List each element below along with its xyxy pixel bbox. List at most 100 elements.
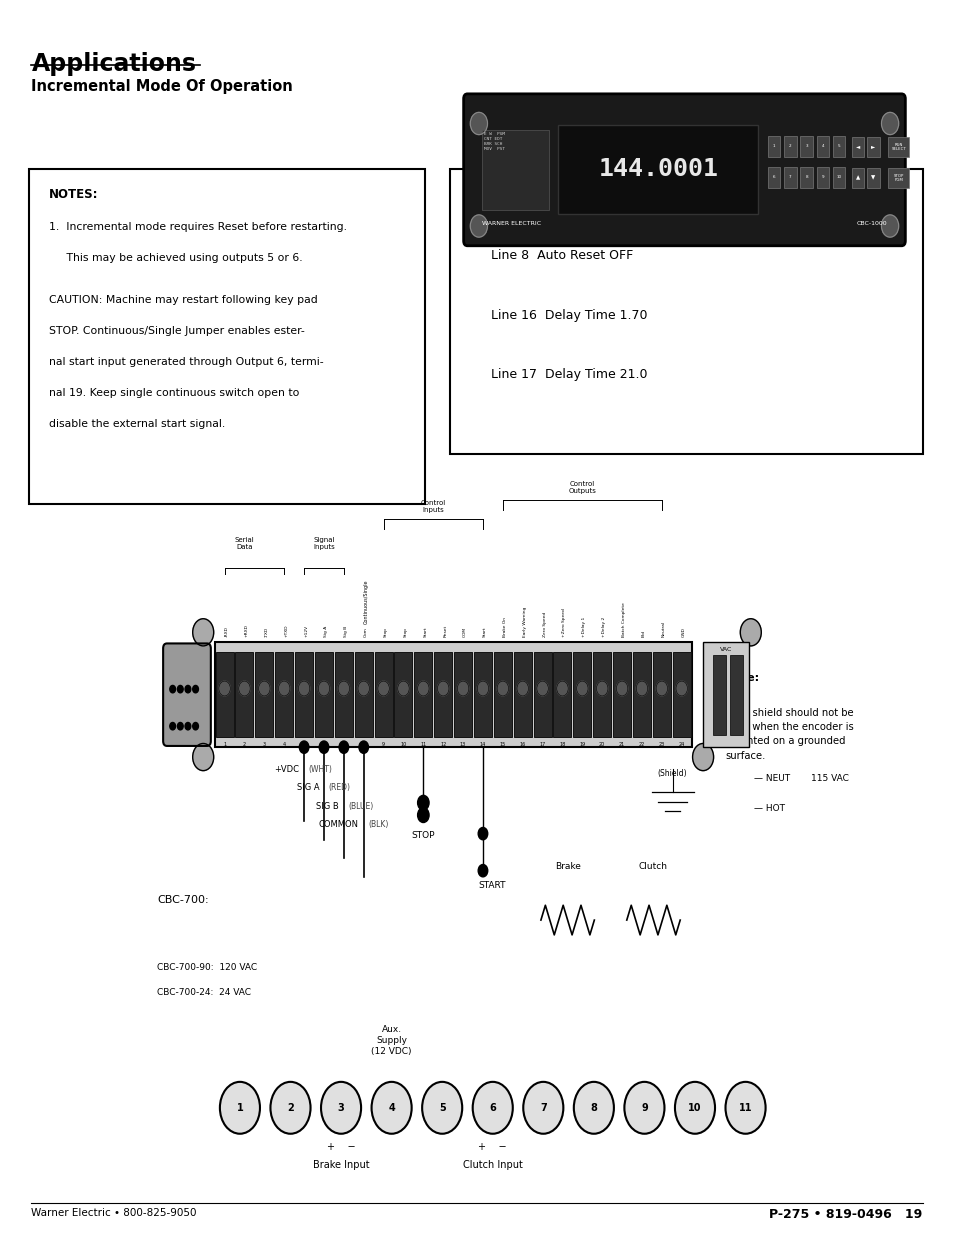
Text: Case shield should not be
used when the encoder is
mounted on a grounded
surface: Case shield should not be used when the … xyxy=(724,708,853,761)
Text: Stop: Stop xyxy=(403,627,407,637)
Text: WARNER ELECTRIC: WARNER ELECTRIC xyxy=(481,221,540,226)
Bar xyxy=(314,652,333,737)
Circle shape xyxy=(185,685,191,693)
Circle shape xyxy=(258,682,270,697)
Text: (BLUE): (BLUE) xyxy=(348,802,374,811)
Bar xyxy=(816,136,828,157)
Circle shape xyxy=(497,682,508,697)
Circle shape xyxy=(881,112,898,135)
Text: 24: 24 xyxy=(678,742,684,747)
Text: 1: 1 xyxy=(772,144,775,148)
Text: STOP
PGM: STOP PGM xyxy=(893,174,902,182)
Text: 1.  Incremental mode requires Reset before restarting.: 1. Incremental mode requires Reset befor… xyxy=(49,222,346,232)
Bar xyxy=(702,642,748,747)
Circle shape xyxy=(372,1082,412,1134)
Circle shape xyxy=(218,682,230,697)
Text: ▲: ▲ xyxy=(855,175,860,180)
Text: ◄: ◄ xyxy=(855,144,860,149)
Text: COMMON: COMMON xyxy=(318,820,358,830)
Text: NOTES:: NOTES: xyxy=(49,188,98,201)
Bar xyxy=(767,136,780,157)
Text: VAC: VAC xyxy=(720,647,731,652)
Text: 2: 2 xyxy=(243,742,246,747)
Text: E W  PGM
CNT EDT
BRK SCH
MOV  PST: E W PGM CNT EDT BRK SCH MOV PST xyxy=(483,132,504,151)
Bar xyxy=(832,167,844,188)
Bar xyxy=(832,136,844,157)
Circle shape xyxy=(219,1082,259,1134)
Text: 10: 10 xyxy=(400,742,406,747)
Text: 2: 2 xyxy=(788,144,791,148)
Text: 17: 17 xyxy=(538,742,545,747)
Text: 1: 1 xyxy=(236,1103,243,1113)
Text: Incremental Mode Of Operation: Incremental Mode Of Operation xyxy=(31,79,293,94)
Circle shape xyxy=(623,1082,663,1134)
Circle shape xyxy=(337,682,349,697)
Text: 3: 3 xyxy=(337,1103,344,1113)
Text: 3: 3 xyxy=(262,742,266,747)
Bar xyxy=(294,652,313,737)
Bar xyxy=(783,167,796,188)
Text: Line 17  Delay Time 21.0: Line 17 Delay Time 21.0 xyxy=(491,368,647,382)
Bar xyxy=(800,136,812,157)
Text: Control
Inputs: Control Inputs xyxy=(420,499,445,513)
Circle shape xyxy=(298,682,310,697)
Bar xyxy=(672,652,690,737)
Text: (RED): (RED) xyxy=(329,783,351,793)
Text: Start: Start xyxy=(482,626,486,637)
Text: Brake On: Brake On xyxy=(502,618,506,637)
Circle shape xyxy=(193,722,198,730)
Circle shape xyxy=(417,795,429,810)
Bar xyxy=(215,652,233,737)
Text: 115 VAC: 115 VAC xyxy=(810,773,848,783)
Text: 9: 9 xyxy=(640,1103,647,1113)
Text: 6: 6 xyxy=(322,742,325,747)
Circle shape xyxy=(476,682,488,697)
Text: 21: 21 xyxy=(618,742,624,747)
Bar xyxy=(355,652,373,737)
Bar xyxy=(712,655,725,735)
Circle shape xyxy=(238,682,250,697)
Circle shape xyxy=(674,1082,714,1134)
Circle shape xyxy=(676,682,687,697)
Circle shape xyxy=(377,682,389,697)
Bar xyxy=(800,167,812,188)
Text: Start: Start xyxy=(423,626,427,637)
Text: 9: 9 xyxy=(821,175,823,179)
Circle shape xyxy=(472,1082,513,1134)
Circle shape xyxy=(338,741,348,753)
Text: (BLK): (BLK) xyxy=(368,820,389,830)
Bar xyxy=(729,655,742,735)
Circle shape xyxy=(576,682,587,697)
Bar xyxy=(783,136,796,157)
Bar xyxy=(887,137,908,157)
Text: Neutral: Neutral xyxy=(661,621,665,637)
Text: Sig A: Sig A xyxy=(324,626,328,637)
Text: Note:: Note: xyxy=(724,673,759,683)
Text: Aux.
Supply
(12 VDC): Aux. Supply (12 VDC) xyxy=(371,1025,412,1056)
Circle shape xyxy=(193,619,213,646)
Bar xyxy=(593,652,611,737)
Bar xyxy=(851,168,863,188)
Circle shape xyxy=(596,682,607,697)
FancyBboxPatch shape xyxy=(163,643,211,746)
Circle shape xyxy=(616,682,627,697)
Text: 4: 4 xyxy=(821,144,823,148)
Text: Stop: Stop xyxy=(383,627,387,637)
Text: 12: 12 xyxy=(439,742,446,747)
Text: 8: 8 xyxy=(804,175,807,179)
Text: 10: 10 xyxy=(687,1103,701,1113)
Text: +12V: +12V xyxy=(304,625,308,637)
Text: CBC-1000: CBC-1000 xyxy=(856,221,886,226)
Text: Zero Speed: Zero Speed xyxy=(542,613,546,637)
Circle shape xyxy=(437,682,449,697)
Text: Reset: Reset xyxy=(443,625,447,637)
Circle shape xyxy=(477,864,487,877)
Text: Line 16  Delay Time 1.70: Line 16 Delay Time 1.70 xyxy=(491,309,647,322)
Circle shape xyxy=(522,1082,562,1134)
Text: 19: 19 xyxy=(578,742,585,747)
Text: 8: 8 xyxy=(362,742,365,747)
FancyBboxPatch shape xyxy=(463,94,904,246)
Bar xyxy=(866,137,879,157)
Text: Bld: Bld xyxy=(641,630,645,637)
Text: CBC-700-24:  24 VAC: CBC-700-24: 24 VAC xyxy=(157,988,252,997)
